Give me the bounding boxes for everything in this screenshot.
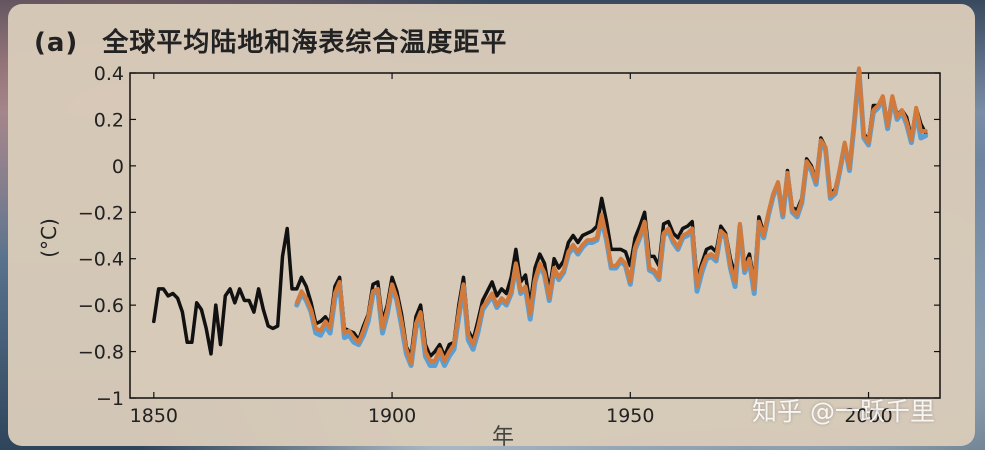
y-tick-label: −0.4	[78, 249, 124, 271]
x-axis-label: 年	[492, 425, 514, 450]
chart-title: (a) 全球平均陆地和海表综合温度距平	[34, 22, 507, 59]
y-tick-label: −0.2	[78, 202, 124, 224]
series-line-3	[294, 66, 928, 366]
x-tick-label: 1950	[606, 405, 654, 427]
y-axis-label: (°C)	[37, 218, 61, 258]
x-axis: 1850 1900 1950 2000	[130, 73, 893, 427]
x-tick-label: 2000	[844, 405, 892, 427]
panel-label: (a)	[34, 28, 79, 58]
plot-area	[129, 72, 941, 399]
y-tick-label: −0.8	[78, 342, 124, 364]
x-tick-label: 1900	[368, 405, 416, 427]
y-tick-label: −0.6	[78, 295, 124, 317]
y-axis: 0.4 0.2 0 −0.2 −0.4 −0.6 −0.8 −1	[78, 63, 940, 410]
y-tick-label: 0.2	[94, 109, 124, 131]
x-tick-label: 1850	[130, 405, 178, 427]
series-lines	[152, 66, 929, 368]
y-tick-label: 0	[112, 156, 124, 178]
y-tick-label: 0.4	[94, 63, 124, 85]
title-text: 全球平均陆地和海表综合温度距平	[102, 28, 508, 58]
watermark: 知乎 @一跃千里	[752, 397, 935, 426]
y-tick-label: −1	[96, 388, 124, 410]
